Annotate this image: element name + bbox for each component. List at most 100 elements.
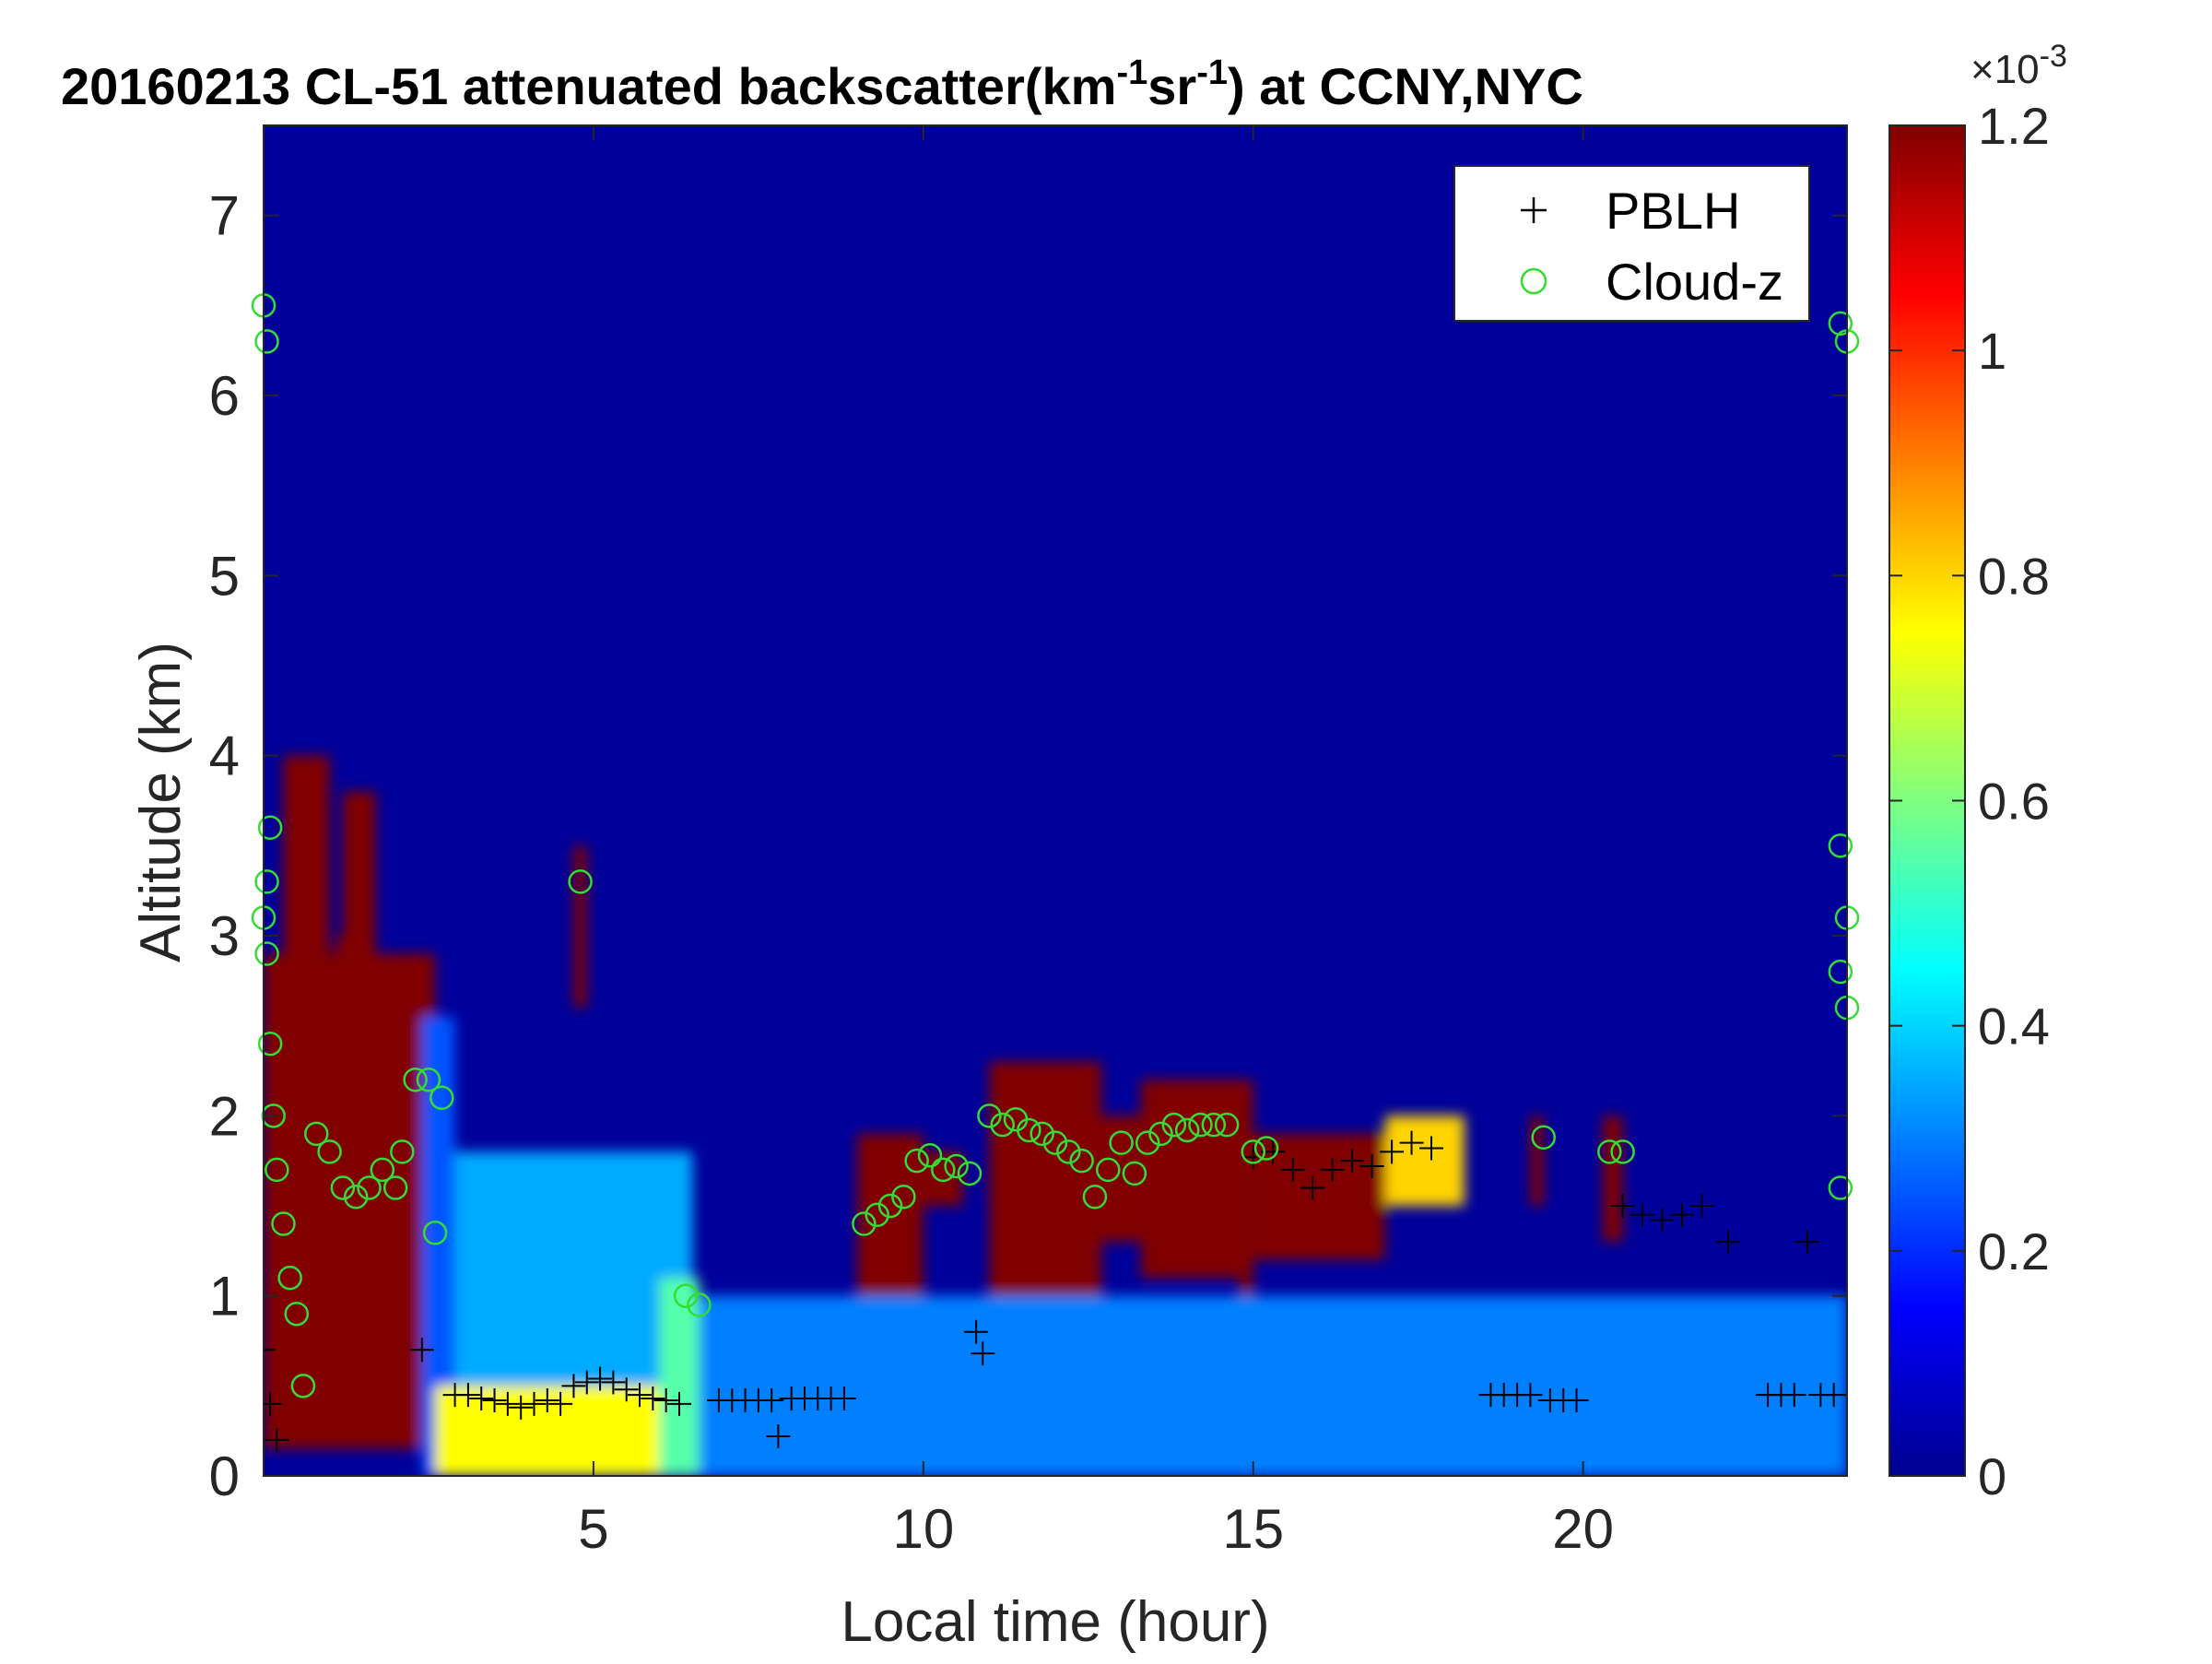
heatmap-cell-12: [923, 1151, 963, 1206]
cloud-z-point: [1828, 311, 1853, 336]
cloud-z-point: [271, 1211, 296, 1236]
x-tick-label: 20: [1552, 1498, 1614, 1560]
y-tick-label: 7: [209, 185, 240, 247]
cloud-z-point: [673, 1283, 699, 1308]
cloud-z-point: [422, 1221, 448, 1245]
heatmap-cell-19: [1384, 1115, 1465, 1206]
title-tail: ) at CCNY,NYC: [1228, 57, 1583, 115]
pblh-point: [1340, 1149, 1365, 1174]
pblh-point: [628, 1383, 653, 1408]
colorbar-exponent-base: ×10: [1971, 47, 2040, 92]
cloud-z-point: [1828, 833, 1853, 858]
cloud-z-point: [957, 1161, 982, 1186]
y-tick-label: 4: [209, 726, 240, 787]
cloud-z-point: [1214, 1112, 1240, 1138]
cloud-z-point: [1241, 1139, 1265, 1164]
x-axis-label: Local time (hour): [841, 1590, 1269, 1654]
cloud-z-point: [1161, 1112, 1187, 1138]
cloud-z-point: [568, 869, 593, 894]
cloud-z-point: [1122, 1161, 1147, 1186]
plot-area: [251, 124, 1860, 1477]
cloud-z-point: [904, 1148, 929, 1174]
y-tick-label: 1: [209, 1266, 240, 1328]
cloud-z-point: [1253, 1136, 1279, 1161]
pblh-point: [522, 1391, 547, 1416]
x-tick-label: 10: [892, 1498, 954, 1560]
cloud-z-point: [1828, 1175, 1853, 1200]
pblh-point: [831, 1387, 856, 1411]
pblh-point: [1821, 1383, 1846, 1408]
heatmap-cell-9: [573, 845, 587, 1009]
pblh-point: [1518, 1383, 1543, 1408]
title-main: 20160213 CL-51 attenuated backscatter(km: [61, 57, 1116, 115]
heatmap-layers: [264, 755, 1847, 1476]
pblh-point: [574, 1370, 599, 1395]
pblh-point: [1689, 1194, 1714, 1218]
cloud-z-point: [687, 1292, 712, 1317]
cloud-z-point: [277, 1265, 302, 1291]
cloud-z-point: [990, 1112, 1015, 1138]
cloud-z-point: [254, 941, 279, 966]
colorbar-exponent: ×10-3: [1971, 39, 2067, 92]
pblh-point: [264, 1391, 283, 1416]
pblh-point: [1380, 1139, 1405, 1164]
heatmap-cell-22: [699, 1295, 1847, 1476]
y-tick-label: 0: [209, 1446, 240, 1507]
pblh-point: [1782, 1383, 1806, 1408]
heatmap-cell-1: [283, 755, 330, 954]
cloud-z-point: [1069, 1148, 1094, 1174]
cloud-z-point: [917, 1143, 943, 1168]
title-mid: sr: [1147, 57, 1196, 115]
legend-pblh-marker: [1521, 197, 1547, 223]
colorbar-tick-label: 0.4: [1978, 997, 2050, 1056]
cloud-z-point: [304, 1121, 329, 1147]
pblh-series: [264, 1130, 1846, 1452]
cloud-z-point: [1096, 1157, 1121, 1183]
pblh-point: [548, 1391, 573, 1416]
pblh-point: [1419, 1136, 1444, 1161]
cloud-z-point: [1174, 1117, 1200, 1143]
colorbar-tick-label: 0.8: [1978, 547, 2050, 605]
pblh-point: [509, 1395, 534, 1420]
colorbar-tick-label: 1: [1978, 322, 2006, 380]
heatmap-cell-21: [1603, 1115, 1623, 1243]
title-sup1: -1: [1116, 53, 1147, 92]
cloud-z-point: [1188, 1112, 1213, 1138]
colorbar-tick-label: 0.2: [1978, 1222, 2050, 1280]
colorbar-tick-label: 0: [1978, 1447, 2006, 1505]
y-tick-label: 3: [209, 905, 240, 967]
cloud-z-point: [977, 1103, 1002, 1128]
cloud-z-point: [357, 1175, 382, 1200]
cloud-z-point: [343, 1184, 369, 1210]
cloud-z-point: [1531, 1125, 1556, 1151]
cloud-z-point: [1597, 1139, 1622, 1164]
cloud-z-point: [865, 1202, 889, 1228]
cloud-z-point: [1828, 959, 1853, 985]
cloud-z-point: [254, 869, 279, 894]
cloud-z-point: [852, 1211, 877, 1236]
legend-cloud-z-marker: [1520, 267, 1547, 295]
pblh-point: [759, 1387, 784, 1412]
heatmap: [264, 755, 1847, 1476]
pblh-point: [1320, 1157, 1345, 1182]
cloud-z-point: [265, 1157, 289, 1183]
cloud-z-point: [290, 1374, 316, 1398]
pblh-point: [1359, 1154, 1384, 1179]
cloud-z-point: [390, 1139, 415, 1164]
heatmap-cell-0: [264, 953, 436, 1449]
plot-frame: [263, 124, 1848, 1477]
pblh-point: [1300, 1175, 1325, 1200]
chart-title: 20160213 CL-51 attenuated backscatter(km…: [61, 53, 1583, 115]
pblh-point: [666, 1391, 691, 1416]
pblh-point: [1716, 1230, 1741, 1255]
cloud-z-point: [403, 1068, 428, 1092]
heatmap-cell-15: [1101, 1115, 1142, 1243]
colorbar-ticks: 0 0.2 0.4 0.6 0.8 1 1.2: [1889, 97, 2050, 1505]
pblh-point: [1630, 1202, 1655, 1227]
pblh-point: [1650, 1208, 1675, 1233]
cloud-z-point: [1042, 1130, 1068, 1155]
cloud-z-point: [416, 1068, 441, 1092]
cloud-z-point: [261, 1103, 286, 1128]
